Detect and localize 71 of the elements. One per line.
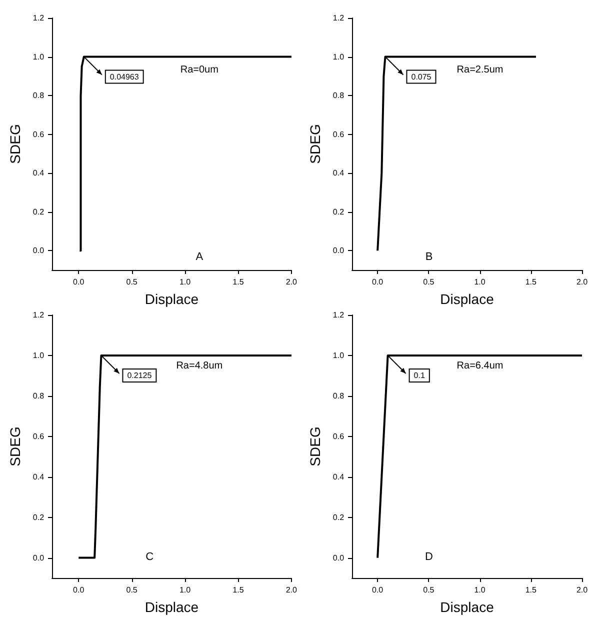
x-tick-label: 1.0	[179, 278, 192, 286]
line-series	[78, 354, 292, 559]
x-tick-label: 2.0	[286, 278, 298, 286]
x-axis-title: Displace	[440, 599, 494, 615]
y-tick-label: 0.0	[332, 246, 345, 256]
y-axis-title: SDEG	[307, 426, 323, 466]
x-axis-title: Displace	[440, 291, 494, 307]
y-tick-label: 0.6	[332, 130, 345, 139]
y-tick-label: 0.0	[332, 553, 345, 562]
y-tick-label: 1.0	[32, 52, 45, 62]
x-tick-label: 1.5	[525, 586, 538, 594]
y-tick-label: 0.2	[332, 512, 345, 522]
annotation: 0.1	[414, 370, 426, 380]
y-tick-label: 1.2	[332, 14, 345, 22]
x-tick-label: 0.5	[126, 278, 138, 286]
x-tick-label: 1.0	[474, 278, 486, 286]
x-tick-label: 1.0	[474, 586, 486, 594]
x-tick-label: 0.0	[372, 586, 384, 594]
annotation: Ra=4.8um	[176, 360, 223, 372]
x-tick-label: 0.0	[73, 586, 85, 594]
y-tick-label: 1.0	[32, 350, 45, 360]
x-axis-title: Displace	[144, 291, 199, 307]
x-tick-label: 2.0	[576, 278, 588, 286]
x-tick-label: 0.0	[73, 278, 85, 286]
y-tick-label: 0.2	[332, 207, 345, 216]
x-tick-label: 0.5	[126, 586, 138, 594]
x-tick-label: 2.0	[286, 586, 298, 594]
y-tick-label: 0.4	[32, 472, 45, 482]
y-tick-label: 0.4	[332, 472, 345, 482]
y-tick-label: 1.0	[332, 350, 345, 360]
y-tick-label: 0.8	[32, 91, 45, 100]
y-tick-label: 0.2	[32, 207, 45, 216]
annotation: 0.075	[411, 72, 432, 82]
annotation: Ra=2.5um	[456, 64, 504, 76]
annotation: Ra=6.4um	[456, 360, 504, 372]
y-tick-label: 0.6	[32, 130, 45, 139]
x-tick-label: 1.0	[179, 586, 192, 594]
line-series	[376, 56, 538, 252]
x-tick-label: 2.0	[576, 586, 588, 594]
y-tick-label: 0.0	[32, 246, 45, 256]
y-tick-label: 0.2	[32, 512, 45, 522]
annotation: 0.2125	[127, 370, 152, 380]
y-tick-label: 0.8	[32, 391, 45, 400]
y-tick-label: 1.2	[332, 310, 345, 320]
x-axis-title: Displace	[144, 599, 199, 615]
annotation: D	[425, 550, 434, 563]
y-tick-label: 1.2	[32, 14, 45, 22]
y-tick-label: 0.4	[332, 168, 345, 178]
y-axis-title: SDEG	[7, 426, 23, 466]
y-tick-label: 0.0	[32, 553, 45, 562]
y-tick-label: 0.8	[332, 91, 345, 100]
y-tick-label: 0.6	[332, 432, 345, 441]
x-tick-label: 0.0	[372, 278, 384, 286]
y-tick-label: 0.6	[32, 432, 45, 441]
y-tick-label: 1.0	[332, 52, 345, 62]
annotation: C	[146, 550, 154, 563]
annotation: 0.04963	[110, 72, 140, 82]
y-tick-label: 0.4	[32, 168, 45, 178]
line-series	[78, 56, 292, 252]
y-tick-label: 1.2	[32, 310, 45, 320]
x-tick-label: 1.5	[232, 586, 244, 594]
x-tick-label: 0.5	[423, 586, 435, 594]
x-tick-label: 1.5	[525, 278, 538, 286]
y-axis-title: SDEG	[307, 124, 323, 164]
annotation: A	[196, 251, 204, 264]
y-axis-title: SDEG	[7, 124, 23, 164]
y-tick-label: 0.8	[332, 391, 345, 400]
annotation: B	[425, 251, 433, 264]
x-tick-label: 0.5	[423, 278, 435, 286]
annotation: Ra=0um	[180, 64, 218, 76]
x-tick-label: 1.5	[232, 278, 244, 286]
